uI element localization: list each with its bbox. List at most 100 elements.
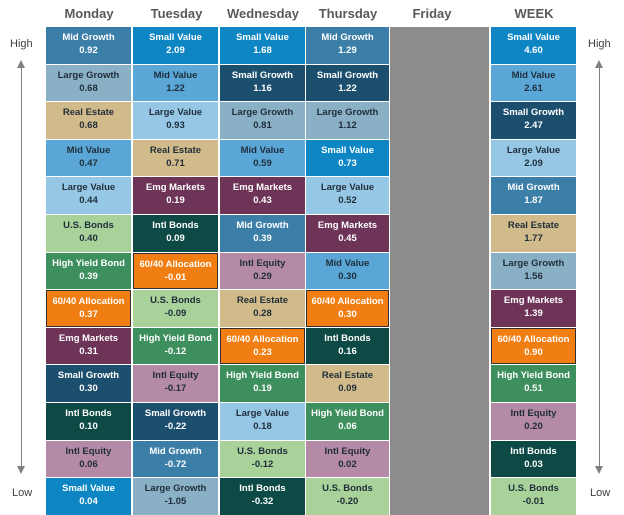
cell-label: Emg Markets bbox=[58, 332, 119, 344]
cell-value: 0.51 bbox=[524, 383, 543, 395]
cell-value: 0.40 bbox=[79, 233, 98, 244]
cell-value: -0.17 bbox=[164, 383, 187, 395]
cell-label: Intl Equity bbox=[65, 445, 112, 457]
cell-wednesday-emg-markets: Emg Markets 0.43 bbox=[220, 177, 305, 214]
cell-label: Large Growth bbox=[231, 107, 294, 119]
cell-value: 0.30 bbox=[338, 270, 357, 282]
cell-thursday-real-estate: Real Estate 0.09 bbox=[306, 365, 389, 402]
header-tuesday: Tuesday bbox=[150, 6, 203, 21]
cell-value: 1.56 bbox=[524, 270, 543, 282]
cell-monday-mid-growth: Mid Growth 0.92 bbox=[46, 27, 131, 64]
low-label-left: Low bbox=[12, 487, 33, 499]
cell-label: Real Estate bbox=[507, 220, 560, 231]
cell-value: 0.16 bbox=[338, 345, 357, 357]
cell-label: Real Estate bbox=[236, 295, 289, 307]
cell-value: -0.32 bbox=[251, 496, 274, 508]
cell-thursday-large-value: Large Value 0.52 bbox=[306, 177, 389, 214]
cell-wednesday-u-s-bonds: U.S. Bonds -0.12 bbox=[220, 440, 305, 478]
cell-wednesday-small-growth: Small Growth 1.16 bbox=[220, 64, 305, 102]
cell-monday-intl-equity: Intl Equity 0.06 bbox=[46, 440, 131, 478]
cell-tuesday-small-value: Small Value 2.09 bbox=[133, 27, 218, 64]
cell-label: Large Value bbox=[320, 182, 375, 194]
cell-label: Mid Growth bbox=[321, 32, 374, 43]
cell-monday-u-s-bonds: U.S. Bonds 0.40 bbox=[46, 215, 131, 252]
cell-value: 1.22 bbox=[338, 82, 357, 94]
cell-label: Small Growth bbox=[57, 370, 120, 382]
cell-week-large-growth: Large Growth 1.56 bbox=[491, 252, 576, 290]
cell-label: 60/40 Allocation bbox=[497, 333, 570, 345]
cell-value: 0.43 bbox=[253, 195, 272, 207]
cell-value: 0.06 bbox=[338, 421, 357, 432]
header-friday: Friday bbox=[412, 6, 452, 21]
cell-value: 0.18 bbox=[253, 421, 272, 432]
cell-label: Emg Markets bbox=[503, 295, 564, 307]
cell-value: 0.02 bbox=[338, 458, 357, 470]
cell-value: 0.90 bbox=[524, 346, 543, 358]
cell-tuesday-emg-markets: Emg Markets 0.19 bbox=[133, 177, 218, 214]
up-arrow-icon-right bbox=[595, 60, 603, 68]
cell-label: Small Growth bbox=[144, 408, 207, 419]
cell-value: 0.73 bbox=[338, 157, 357, 169]
cell-label: Large Growth bbox=[57, 69, 120, 81]
cell-tuesday-u-s-bonds: U.S. Bonds -0.09 bbox=[133, 290, 218, 327]
cell-label: Small Value bbox=[62, 483, 115, 495]
cell-wednesday-high-yield-bond: High Yield Bond 0.19 bbox=[220, 365, 305, 402]
cell-value: 0.06 bbox=[79, 458, 98, 470]
cell-value: 0.68 bbox=[79, 82, 98, 94]
cell-week-high-yield-bond: High Yield Bond 0.51 bbox=[491, 365, 576, 402]
cell-label: U.S. Bonds bbox=[322, 483, 373, 495]
cell-label: U.S. Bonds bbox=[63, 220, 114, 231]
cell-label: Mid Value bbox=[153, 69, 198, 81]
cell-value: -0.09 bbox=[164, 308, 187, 320]
cell-label: U.S. Bonds bbox=[508, 483, 559, 495]
cell-label: Mid Growth bbox=[507, 182, 560, 194]
cell-tuesday-mid-value: Mid Value 1.22 bbox=[133, 64, 218, 102]
cell-label: Mid Value bbox=[325, 257, 370, 269]
cell-thursday-intl-bonds: Intl Bonds 0.16 bbox=[306, 327, 389, 365]
cell-label: Large Value bbox=[506, 144, 561, 156]
header-week: WEEK bbox=[514, 6, 554, 21]
cell-label: Large Growth bbox=[144, 483, 207, 495]
cell-value: 0.09 bbox=[338, 383, 357, 395]
cell-tuesday-mid-growth: Mid Growth -0.72 bbox=[133, 440, 218, 478]
cell-label: Large Growth bbox=[502, 257, 565, 269]
cell-thursday-60-40-allocation: 60/40 Allocation 0.30 bbox=[306, 290, 389, 327]
cell-label: Small Growth bbox=[316, 69, 379, 81]
cell-value: -0.01 bbox=[164, 271, 187, 283]
cell-label: U.S. Bonds bbox=[237, 445, 288, 457]
cell-label: Real Estate bbox=[321, 370, 374, 382]
cell-tuesday-large-growth: Large Growth -1.05 bbox=[133, 478, 218, 515]
cell-label: Small Growth bbox=[231, 69, 294, 81]
cell-value: 0.31 bbox=[79, 345, 98, 357]
cell-value: 2.09 bbox=[166, 45, 185, 56]
cell-label: Mid Growth bbox=[149, 445, 202, 457]
cell-wednesday-intl-bonds: Intl Bonds -0.32 bbox=[220, 478, 305, 515]
cell-label: 60/40 Allocation bbox=[311, 296, 384, 308]
cell-wednesday-mid-value: Mid Value 0.59 bbox=[220, 139, 305, 177]
cell-label: 60/40 Allocation bbox=[226, 333, 299, 345]
cell-value: 0.09 bbox=[166, 233, 185, 244]
down-arrow-icon-left bbox=[17, 466, 25, 474]
cell-week-small-value: Small Value 4.60 bbox=[491, 27, 576, 64]
cell-week-mid-growth: Mid Growth 1.87 bbox=[491, 177, 576, 214]
cell-wednesday-small-value: Small Value 1.68 bbox=[220, 27, 305, 64]
cell-thursday-mid-value: Mid Value 0.30 bbox=[306, 252, 389, 290]
friday-column-empty bbox=[390, 27, 489, 515]
cell-label: Intl Bonds bbox=[324, 332, 371, 344]
cell-label: Mid Value bbox=[511, 69, 556, 81]
cell-value: 1.68 bbox=[253, 45, 272, 56]
cell-thursday-high-yield-bond: High Yield Bond 0.06 bbox=[306, 403, 389, 440]
cell-label: Large Value bbox=[61, 182, 116, 194]
cell-label: Intl Equity bbox=[510, 408, 557, 419]
cell-value: 0.39 bbox=[253, 233, 272, 244]
cell-label: Small Value bbox=[236, 32, 289, 43]
cell-thursday-intl-equity: Intl Equity 0.02 bbox=[306, 440, 389, 478]
cell-thursday-large-growth: Large Growth 1.12 bbox=[306, 102, 389, 139]
high-label-left: High bbox=[10, 38, 33, 50]
cell-monday-large-growth: Large Growth 0.68 bbox=[46, 64, 131, 102]
cell-value: 0.45 bbox=[338, 233, 357, 244]
cell-value: 0.23 bbox=[253, 346, 272, 358]
cell-value: 0.68 bbox=[79, 120, 98, 132]
cell-wednesday-60-40-allocation: 60/40 Allocation 0.23 bbox=[220, 327, 305, 365]
cell-value: 4.60 bbox=[524, 45, 543, 56]
